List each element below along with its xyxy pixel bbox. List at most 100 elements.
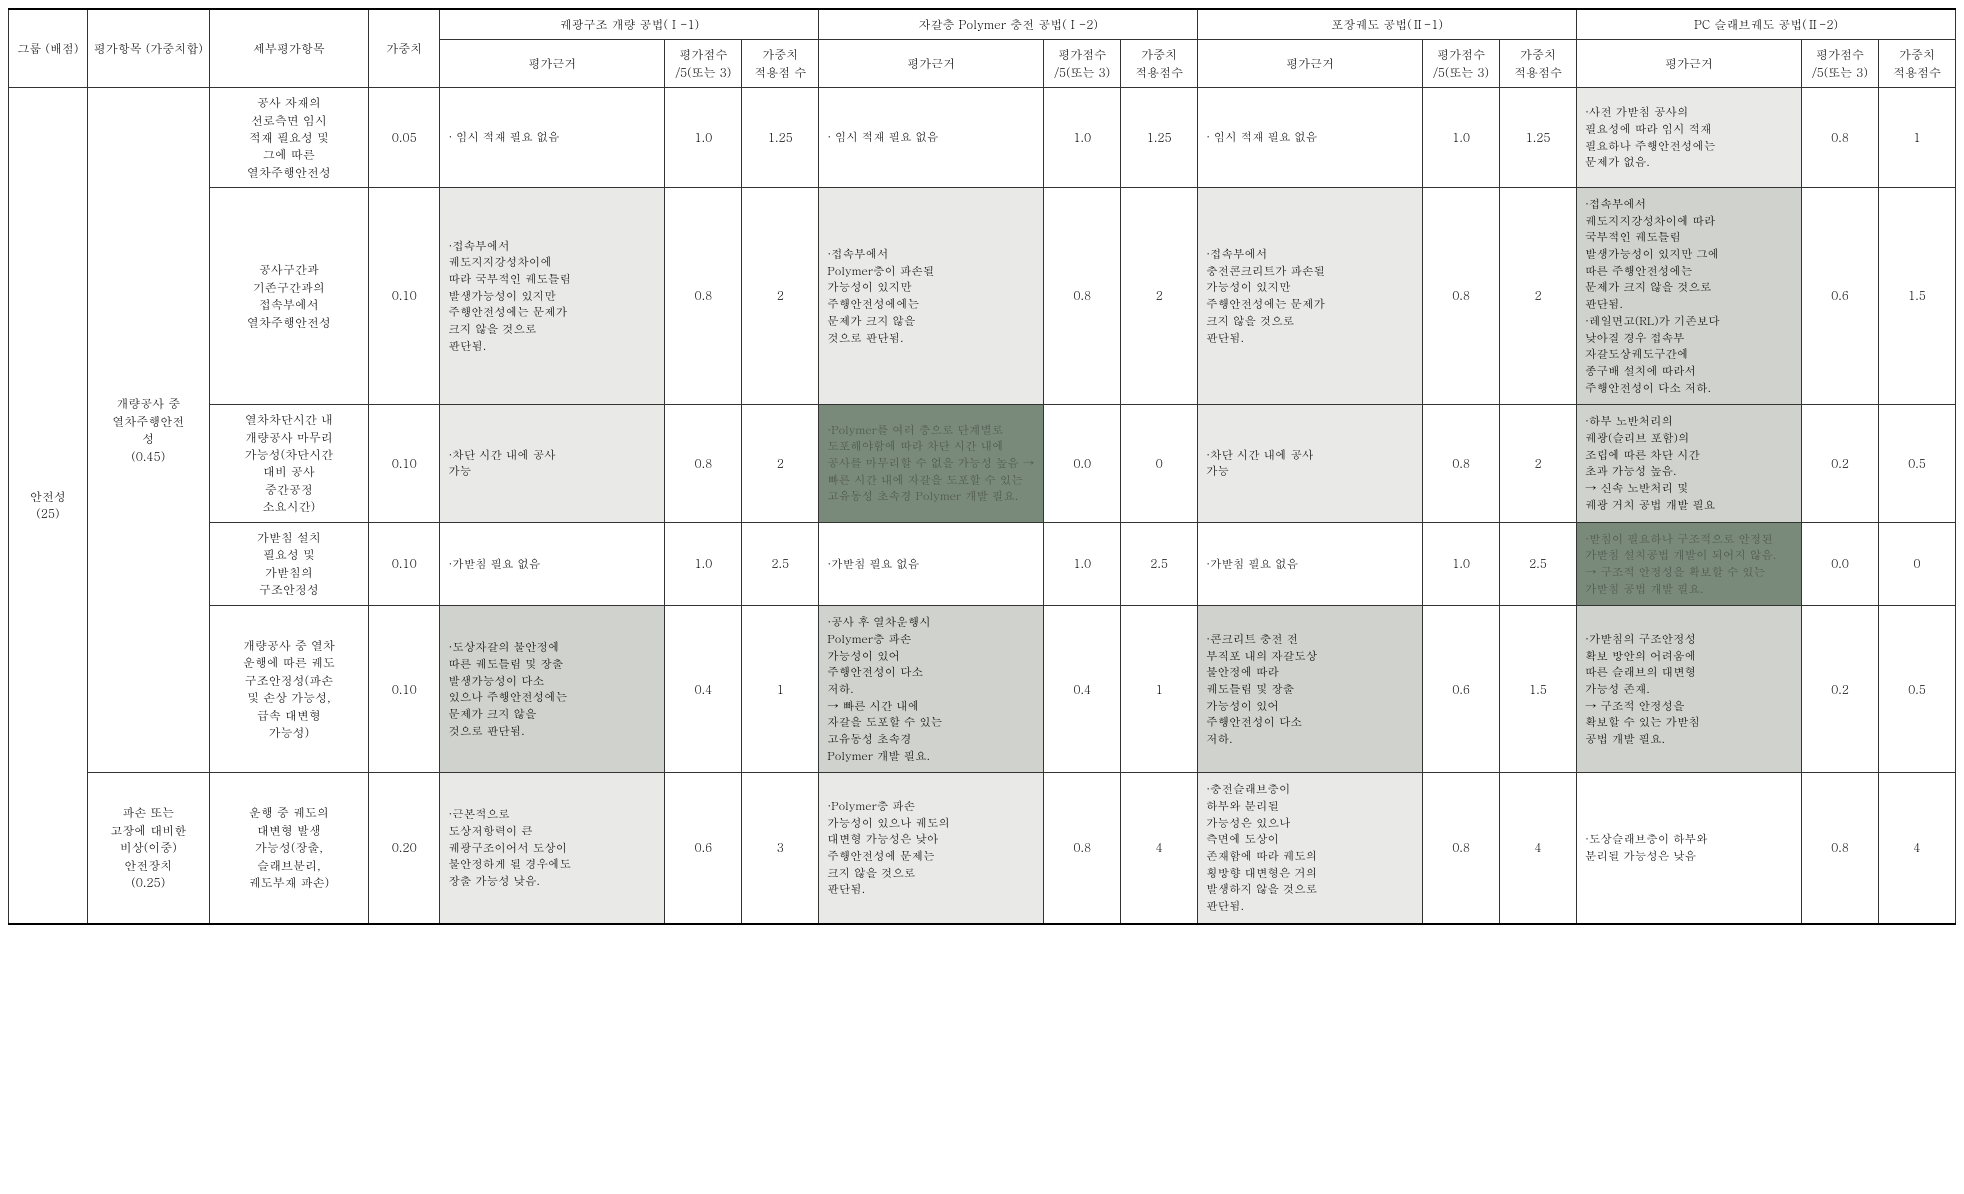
table-row: 개량공사 중 열차 운행에 따른 궤도 구조안정성(파손 및 손상 가능성, 급…: [9, 606, 1956, 773]
basis-cell: · 임시 적재 필요 없음: [440, 88, 665, 188]
weighted-score-cell: 4: [1878, 773, 1955, 924]
col-basis-2: 평가근거: [819, 40, 1044, 88]
basis-cell: ·Polymer층 파손 가능성이 있으나 궤도의 대변형 가능성은 낮아 주행…: [819, 773, 1044, 924]
basis-cell: ·콘크리트 충전 전 부직포 내의 자갈도상 불안정에 따라 궤도틀림 및 장출…: [1198, 606, 1423, 773]
weighted-score-cell: 2: [1500, 188, 1577, 405]
table-row: 안전성(25)개량공사 중 열차주행안전 성 (0.45)공사 자재의 선로측면…: [9, 88, 1956, 188]
score-cell: 1.0: [665, 88, 742, 188]
col-score-2: 평가점수 /5(또는 3): [1044, 40, 1121, 88]
weighted-score-cell: 1: [1121, 606, 1198, 773]
col-method-1: 궤광구조 개량 공법(Ⅰ-1): [440, 9, 819, 40]
sub-item-cell: 공사 자재의 선로측면 임시 적재 필요성 및 그에 따른 열차주행안전성: [209, 88, 368, 188]
weight-cell: 0.05: [369, 88, 440, 188]
score-cell: 0.0: [1802, 522, 1879, 606]
table-header: 그룹 (배점) 평가항목 (가중치합) 세부평가항목 가중치 궤광구조 개량 공…: [9, 9, 1956, 88]
basis-cell: ·차단 시간 내에 공사 가능: [1198, 405, 1423, 522]
score-cell: 0.8: [665, 188, 742, 405]
score-cell: 0.0: [1044, 405, 1121, 522]
score-cell: 0.6: [1802, 188, 1879, 405]
col-score-4: 평가점수 /5(또는 3): [1802, 40, 1879, 88]
score-cell: 0.4: [665, 606, 742, 773]
category-name: 파손 또는 고장에 대비한 비상(이중) 안전장치: [110, 804, 186, 873]
weighted-score-cell: 2: [742, 188, 819, 405]
category-sum: (0.25): [131, 874, 165, 891]
score-cell: 0.8: [1802, 773, 1879, 924]
score-cell: 0.8: [1044, 773, 1121, 924]
basis-cell: ·근본적으로 도상저항력이 큰 궤광구조이어서 도상이 불안정하게 될 경우에도…: [440, 773, 665, 924]
score-cell: 0.8: [1802, 88, 1879, 188]
basis-cell: ·접속부에서 궤도지지강성차이에 따라 국부적인 궤도틀림 발생가능성이 있지만…: [1577, 188, 1802, 405]
weight-cell: 0.10: [369, 188, 440, 405]
col-score-3: 평가점수 /5(또는 3): [1423, 40, 1500, 88]
score-cell: 0.8: [665, 405, 742, 522]
sub-item-cell: 개량공사 중 열차 운행에 따른 궤도 구조안정성(파손 및 손상 가능성, 급…: [209, 606, 368, 773]
category-name: 개량공사 중 열차주행안전 성: [112, 395, 184, 447]
score-cell: 1.0: [1423, 88, 1500, 188]
basis-cell: ·접속부에서 충전콘크리트가 파손될 가능성이 있지만 주행안전성에는 문제가 …: [1198, 188, 1423, 405]
sub-item-cell: 열차차단시간 내 개량공사 마무리 가능성(차단시간 대비 공사 중간공정 소요…: [209, 405, 368, 522]
weighted-score-cell: 0.5: [1878, 606, 1955, 773]
weighted-score-cell: 2: [742, 405, 819, 522]
score-cell: 0.8: [1423, 773, 1500, 924]
group-cell: 안전성(25): [9, 88, 88, 924]
weighted-score-cell: 2.5: [742, 522, 819, 606]
col-sub: 세부평가항목: [209, 9, 368, 88]
basis-cell: ·Polymer를 여러 층으로 단계별로 도포해야함에 따라 차단 시간 내에…: [819, 405, 1044, 522]
col-weight: 가중치: [369, 9, 440, 88]
basis-cell: · 임시 적재 필요 없음: [1198, 88, 1423, 188]
basis-cell: · 임시 적재 필요 없음: [819, 88, 1044, 188]
weighted-score-cell: 4: [1121, 773, 1198, 924]
col-method-4: PC 슬래브궤도 공법(Ⅱ-2): [1577, 9, 1956, 40]
col-wscore-2: 가중치 적용점수: [1121, 40, 1198, 88]
basis-cell: ·접속부에서 궤도지지강성차이에 따라 국부적인 궤도틀림 발생가능성이 있지만…: [440, 188, 665, 405]
basis-cell: ·하부 노반처리의 궤광(슬리브 포함)의 조립에 따른 차단 시간 초과 가능…: [1577, 405, 1802, 522]
basis-cell: ·받침이 필요하나 구조적으로 안정된 가받침 설치공법 개발이 되어지 않음.…: [1577, 522, 1802, 606]
weighted-score-cell: 0: [1121, 405, 1198, 522]
basis-cell: ·도상슬래브층이 하부와 분리될 가능성은 낮음: [1577, 773, 1802, 924]
col-method-2: 자갈층 Polymer 충전 공법(Ⅰ-2): [819, 9, 1198, 40]
basis-cell: ·가받침의 구조안정성 확보 방안의 어려움에 따른 슬래브의 대변형 가능성 …: [1577, 606, 1802, 773]
basis-cell: ·공사 후 열차운행시 Polymer층 파손 가능성이 있어 주행안전성이 다…: [819, 606, 1044, 773]
score-cell: 1.0: [1044, 522, 1121, 606]
basis-cell: ·차단 시간 내에 공사 가능: [440, 405, 665, 522]
weighted-score-cell: 0: [1878, 522, 1955, 606]
score-cell: 1.0: [1423, 522, 1500, 606]
table-row: 공사구간과 기존구간과의 접속부에서 열차주행안전성0.10·접속부에서 궤도지…: [9, 188, 1956, 405]
weighted-score-cell: 2: [1500, 405, 1577, 522]
weighted-score-cell: 1.5: [1500, 606, 1577, 773]
sub-item-cell: 공사구간과 기존구간과의 접속부에서 열차주행안전성: [209, 188, 368, 405]
basis-cell: ·도상자갈의 불안정에 따른 궤도틀림 및 장출 발생가능성이 다소 있으나 주…: [440, 606, 665, 773]
table-row: 파손 또는 고장에 대비한 비상(이중) 안전장치 (0.25)운행 중 궤도의…: [9, 773, 1956, 924]
score-cell: 0.8: [1044, 188, 1121, 405]
weight-cell: 0.10: [369, 405, 440, 522]
weight-cell: 0.10: [369, 606, 440, 773]
weight-cell: 0.10: [369, 522, 440, 606]
basis-cell: ·사전 가받침 공사의 필요성에 따라 임시 적재 필요하나 주행안전성에는 문…: [1577, 88, 1802, 188]
weighted-score-cell: 1.25: [742, 88, 819, 188]
basis-cell: ·접속부에서 Polymer층이 파손될 가능성이 있지만 주행안전성에에는 문…: [819, 188, 1044, 405]
col-basis-3: 평가근거: [1198, 40, 1423, 88]
sub-item-cell: 가받침 설치 필요성 및 가받침의 구조안정성: [209, 522, 368, 606]
weighted-score-cell: 2.5: [1121, 522, 1198, 606]
col-category: 평가항목 (가중치합): [87, 9, 209, 88]
basis-cell: ·충전슬래브층이 하부와 분리될 가능성은 있으나 측면에 도상이 존재함에 따…: [1198, 773, 1423, 924]
score-cell: 1.0: [665, 522, 742, 606]
weighted-score-cell: 0.5: [1878, 405, 1955, 522]
weighted-score-cell: 2: [1121, 188, 1198, 405]
weighted-score-cell: 1.25: [1500, 88, 1577, 188]
score-cell: 0.6: [665, 773, 742, 924]
basis-cell: ·가받침 필요 없음: [440, 522, 665, 606]
category-sum: (0.45): [131, 448, 165, 465]
table-row: 열차차단시간 내 개량공사 마무리 가능성(차단시간 대비 공사 중간공정 소요…: [9, 405, 1956, 522]
score-cell: 0.4: [1044, 606, 1121, 773]
table-row: 가받침 설치 필요성 및 가받침의 구조안정성0.10·가받침 필요 없음1.0…: [9, 522, 1956, 606]
evaluation-table: 그룹 (배점) 평가항목 (가중치합) 세부평가항목 가중치 궤광구조 개량 공…: [8, 8, 1956, 925]
group-points: (25): [36, 505, 59, 522]
weighted-score-cell: 1.25: [1121, 88, 1198, 188]
col-basis-1: 평가근거: [440, 40, 665, 88]
category-cell: 개량공사 중 열차주행안전 성 (0.45): [87, 88, 209, 773]
score-cell: 0.8: [1423, 405, 1500, 522]
score-cell: 0.2: [1802, 606, 1879, 773]
weighted-score-cell: 1: [1878, 88, 1955, 188]
weighted-score-cell: 1: [742, 606, 819, 773]
